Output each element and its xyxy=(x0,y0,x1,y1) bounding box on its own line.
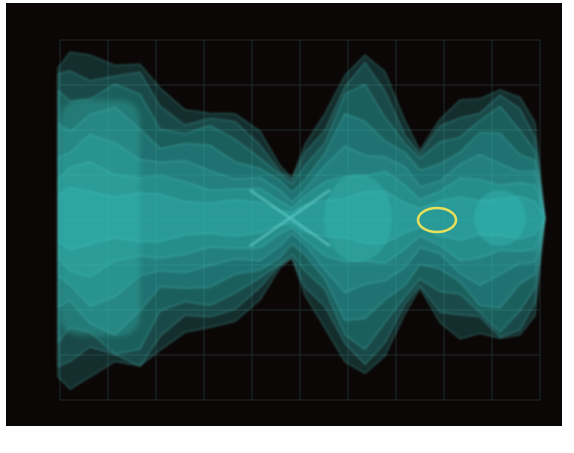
trace-cross xyxy=(249,189,331,247)
highlight-ellipse xyxy=(416,206,458,234)
waveform xyxy=(57,51,546,390)
